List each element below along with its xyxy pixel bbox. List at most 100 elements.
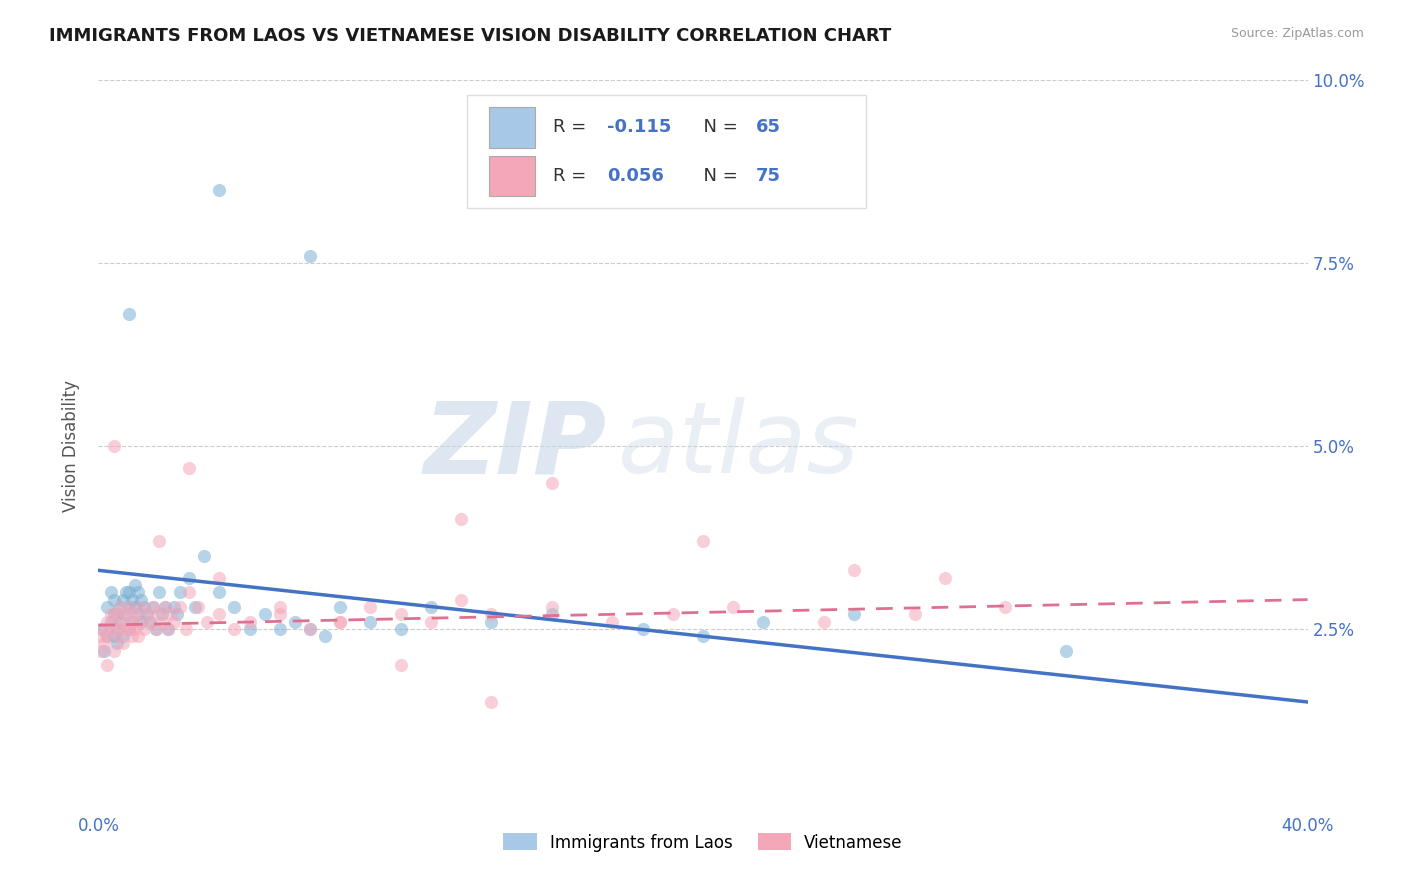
Point: [602, 615, 624, 629]
Point: [93, 644, 115, 658]
Text: 75: 75: [756, 167, 782, 185]
Point: [844, 563, 866, 577]
Point: [108, 599, 131, 614]
Point: [389, 607, 412, 622]
Point: [239, 615, 262, 629]
Point: [481, 607, 503, 622]
Point: [118, 307, 141, 321]
Point: [124, 607, 146, 622]
Point: [163, 599, 186, 614]
Point: [121, 615, 143, 629]
Point: [90, 622, 112, 636]
Point: [153, 599, 176, 614]
Point: [118, 599, 141, 614]
Y-axis label: Vision Disability: Vision Disability: [62, 380, 80, 512]
Point: [420, 615, 443, 629]
Point: [208, 585, 231, 599]
Point: [96, 599, 118, 614]
Point: [118, 585, 141, 599]
Point: [329, 615, 352, 629]
Point: [193, 549, 215, 563]
Point: [93, 636, 115, 650]
Point: [105, 636, 128, 650]
Point: [934, 571, 956, 585]
Point: [389, 622, 412, 636]
Point: [142, 599, 165, 614]
Point: [208, 571, 231, 585]
Point: [90, 644, 112, 658]
Point: [208, 607, 231, 622]
Text: IMMIGRANTS FROM LAOS VS VIETNAMESE VISION DISABILITY CORRELATION CHART: IMMIGRANTS FROM LAOS VS VIETNAMESE VISIO…: [49, 27, 891, 45]
Text: 0.056: 0.056: [607, 167, 665, 185]
Point: [752, 615, 775, 629]
Point: [692, 629, 714, 643]
Point: [121, 615, 143, 629]
Text: 65: 65: [756, 119, 782, 136]
Point: [103, 644, 125, 658]
Point: [994, 599, 1017, 614]
Point: [100, 622, 122, 636]
Point: [105, 607, 128, 622]
Text: N =: N =: [692, 119, 744, 136]
Point: [127, 607, 149, 622]
Point: [174, 622, 197, 636]
Point: [139, 615, 162, 629]
Text: atlas: atlas: [619, 398, 860, 494]
Point: [195, 615, 218, 629]
Point: [148, 607, 170, 622]
FancyBboxPatch shape: [489, 107, 534, 147]
Point: [127, 629, 149, 643]
Point: [108, 599, 131, 614]
Point: [129, 615, 152, 629]
Text: R =: R =: [553, 119, 592, 136]
Point: [139, 615, 162, 629]
Point: [103, 607, 125, 622]
Point: [224, 622, 246, 636]
Point: [360, 599, 382, 614]
Point: [269, 599, 291, 614]
Text: ZIP: ZIP: [423, 398, 606, 494]
Point: [100, 585, 122, 599]
Legend: Immigrants from Laos, Vietnamese: Immigrants from Laos, Vietnamese: [496, 827, 910, 858]
Point: [124, 622, 146, 636]
Point: [450, 592, 472, 607]
Point: [121, 592, 143, 607]
Point: [269, 607, 291, 622]
Point: [481, 615, 503, 629]
Point: [179, 461, 201, 475]
Point: [111, 636, 134, 650]
Point: [135, 607, 157, 622]
Point: [118, 622, 141, 636]
Point: [105, 607, 128, 622]
Point: [145, 622, 167, 636]
Point: [105, 622, 128, 636]
Point: [96, 658, 118, 673]
Point: [389, 658, 412, 673]
Point: [844, 607, 866, 622]
Point: [692, 534, 714, 549]
Text: Source: ZipAtlas.com: Source: ZipAtlas.com: [1230, 27, 1364, 40]
Point: [169, 599, 191, 614]
Point: [100, 615, 122, 629]
Point: [540, 475, 562, 490]
Point: [90, 629, 112, 643]
Point: [450, 512, 472, 526]
Point: [163, 615, 186, 629]
Point: [179, 585, 201, 599]
Point: [148, 534, 170, 549]
Point: [360, 615, 382, 629]
Point: [329, 615, 352, 629]
Point: [269, 622, 291, 636]
Point: [208, 183, 231, 197]
Point: [150, 607, 173, 622]
Point: [224, 599, 246, 614]
Point: [150, 615, 173, 629]
Point: [253, 607, 276, 622]
Point: [111, 629, 134, 643]
Point: [148, 585, 170, 599]
Point: [239, 622, 262, 636]
Point: [114, 607, 136, 622]
Point: [1054, 644, 1077, 658]
Point: [299, 249, 322, 263]
Point: [145, 622, 167, 636]
